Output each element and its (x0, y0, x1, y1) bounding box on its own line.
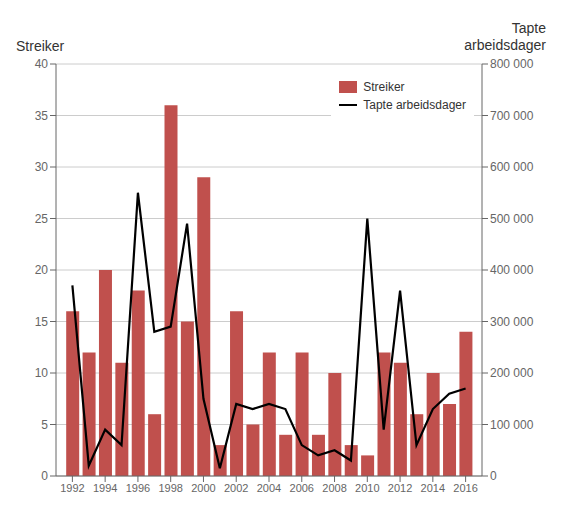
svg-text:500 000: 500 000 (490, 212, 534, 226)
svg-text:2000: 2000 (191, 482, 215, 494)
svg-text:0: 0 (490, 469, 497, 483)
svg-text:2008: 2008 (322, 482, 346, 494)
svg-text:2002: 2002 (224, 482, 248, 494)
svg-text:25: 25 (35, 212, 49, 226)
svg-text:400 000: 400 000 (490, 263, 534, 277)
svg-text:2006: 2006 (290, 482, 314, 494)
svg-text:200 000: 200 000 (490, 366, 534, 380)
svg-text:2010: 2010 (355, 482, 379, 494)
svg-text:35: 35 (35, 109, 49, 123)
svg-text:40: 40 (35, 57, 49, 71)
svg-text:2016: 2016 (453, 482, 477, 494)
svg-text:20: 20 (35, 263, 49, 277)
svg-text:30: 30 (35, 160, 49, 174)
svg-text:1992: 1992 (60, 482, 84, 494)
svg-text:1996: 1996 (126, 482, 150, 494)
svg-text:5: 5 (41, 418, 48, 432)
html-text:Streiker: Streiker (16, 38, 65, 54)
svg-text:10: 10 (35, 366, 49, 380)
svg-text:2012: 2012 (388, 482, 412, 494)
svg-text:15: 15 (35, 315, 49, 329)
svg-text:600 000: 600 000 (490, 160, 534, 174)
svg-text:1998: 1998 (158, 482, 182, 494)
svg-text:700 000: 700 000 (490, 109, 534, 123)
svg-text:300 000: 300 000 (490, 315, 534, 329)
html-text:Tapte arbeidsdager: Tapte arbeidsdager (363, 98, 466, 112)
svg-text:0: 0 (41, 469, 48, 483)
svg-text:100 000: 100 000 (490, 418, 534, 432)
html-text:Streiker: Streiker (363, 80, 405, 94)
svg-text:800 000: 800 000 (490, 57, 534, 71)
svg-text:1994: 1994 (93, 482, 117, 494)
svg-text:2004: 2004 (257, 482, 281, 494)
html-text:Tapte arbeidsdager: Tapte arbeidsdager (464, 20, 546, 53)
svg-text:2014: 2014 (421, 482, 445, 494)
